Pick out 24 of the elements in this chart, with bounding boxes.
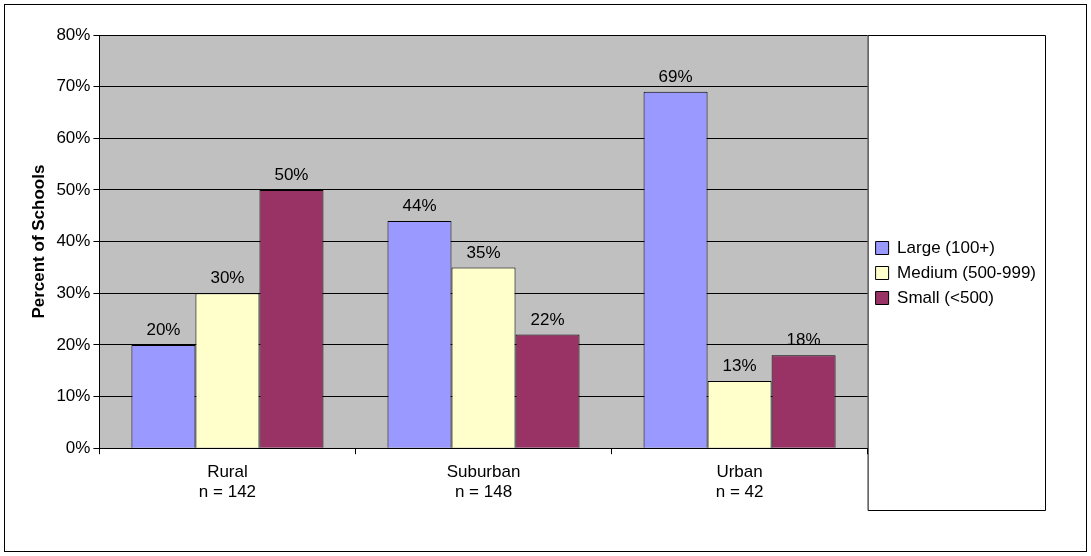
y-tick-label: 80% xyxy=(56,24,91,44)
data-label: 20% xyxy=(146,320,181,340)
y-axis-title: Percent of Schools xyxy=(28,164,48,319)
data-label: 50% xyxy=(274,165,309,185)
legend-label: Medium (500-999) xyxy=(897,262,1037,282)
x-tick-label: Urban n = 42 xyxy=(715,462,764,502)
x-tick-label: Suburban n = 148 xyxy=(446,462,521,502)
x-tick-label: Rural n = 142 xyxy=(198,462,257,502)
y-tick-label: 30% xyxy=(56,282,91,302)
data-label: 35% xyxy=(466,242,501,262)
legend-label: Large (100+) xyxy=(897,237,995,257)
y-tick-label: 60% xyxy=(56,127,91,147)
y-tick-label: 50% xyxy=(56,179,91,199)
data-label: 69% xyxy=(658,67,693,86)
data-label: 30% xyxy=(210,268,245,288)
y-tick-label: 20% xyxy=(56,334,91,354)
data-label: 13% xyxy=(722,356,757,376)
data-label: 44% xyxy=(402,196,437,216)
y-tick-label: 70% xyxy=(56,76,91,96)
y-tick-label: 40% xyxy=(56,231,91,251)
legend-label: Small (<500) xyxy=(897,287,994,307)
data-label: 22% xyxy=(530,309,565,329)
y-tick-label: 10% xyxy=(56,386,91,406)
y-tick-label: 0% xyxy=(65,437,91,457)
